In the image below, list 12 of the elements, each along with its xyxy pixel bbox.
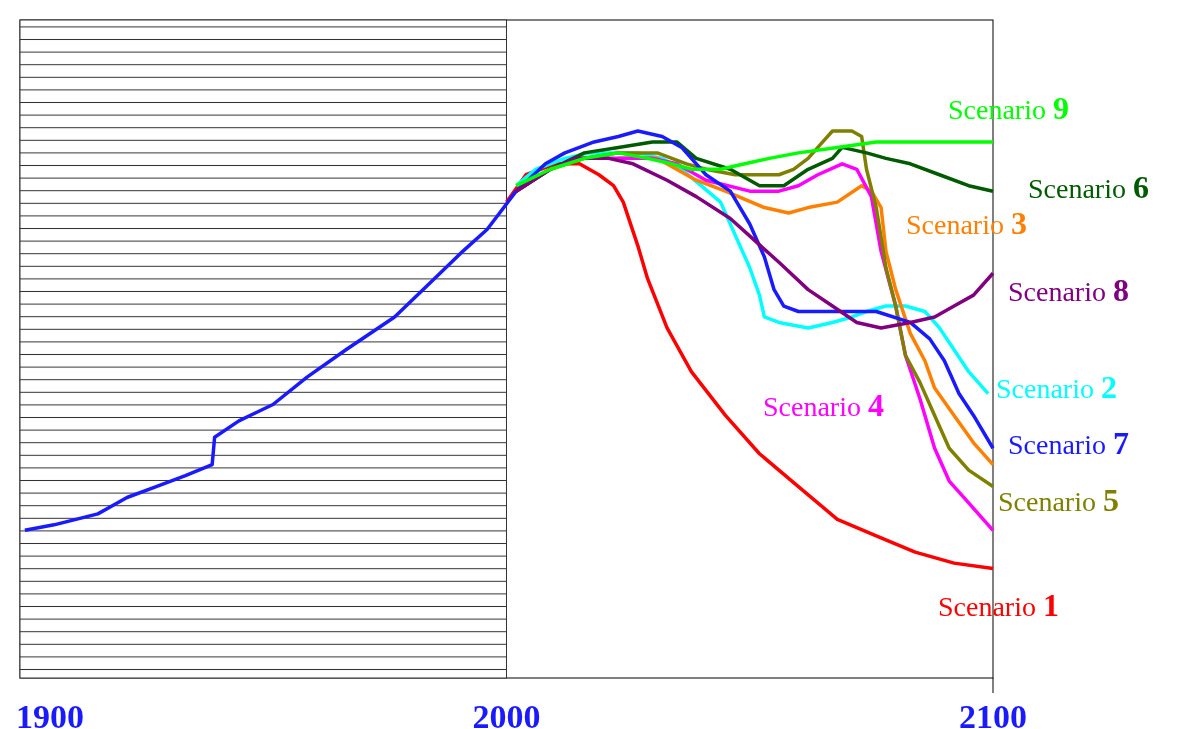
x-tick-label: 1900 xyxy=(16,698,84,729)
x-tick-label: 2100 xyxy=(959,698,1027,729)
series-label: Scenario 7 xyxy=(1008,425,1129,461)
x-tick-label: 2000 xyxy=(472,698,541,729)
series-label: Scenario 3 xyxy=(906,205,1027,241)
series-label: Scenario 8 xyxy=(1008,272,1129,308)
series-label: Scenario 9 xyxy=(948,90,1069,126)
series-label: Scenario 2 xyxy=(996,369,1117,405)
series-label: Scenario 5 xyxy=(998,482,1119,518)
series-label: Scenario 4 xyxy=(763,387,884,423)
series-label: Scenario 6 xyxy=(1028,169,1149,205)
series-label: Scenario 1 xyxy=(938,587,1059,623)
